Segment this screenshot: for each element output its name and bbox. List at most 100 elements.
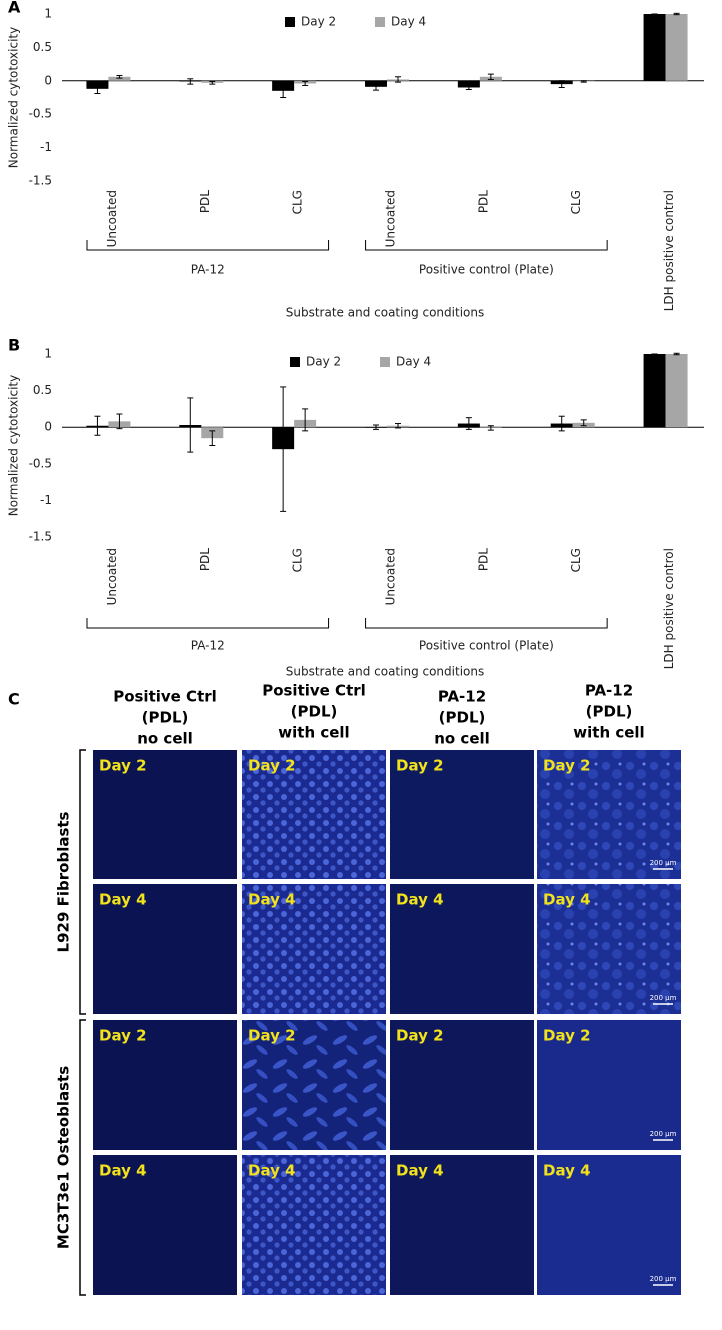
- x-tick-label: PDL: [198, 548, 212, 571]
- day-label: Day 4: [543, 1162, 591, 1180]
- group-label: PA-12: [191, 639, 225, 653]
- bar: [665, 14, 688, 81]
- micrograph: [93, 1155, 237, 1295]
- bar: [643, 354, 666, 428]
- group-label: Positive control (Plate): [419, 639, 554, 653]
- x-tick-label: Uncoated: [384, 548, 398, 605]
- bar: [665, 354, 688, 428]
- panel-label: C: [8, 690, 20, 709]
- column-header: Positive Ctrl: [113, 688, 217, 706]
- x-tick-label: Uncoated: [105, 190, 119, 247]
- micrograph: [242, 1020, 386, 1150]
- x-tick-label: CLG: [569, 190, 583, 214]
- bar: [108, 76, 131, 81]
- micrograph: [537, 1020, 681, 1150]
- scale-bar-label: 200 µm: [650, 1130, 677, 1138]
- y-tick-label: 1: [44, 347, 52, 361]
- row-bracket: [79, 749, 86, 1015]
- x-tick-label: PDL: [476, 548, 490, 571]
- x-tick-label: CLG: [291, 190, 305, 214]
- micrograph: [93, 750, 237, 879]
- micrograph: [242, 1155, 386, 1295]
- scale-bar-label: 200 µm: [650, 1275, 677, 1283]
- micrograph: [390, 750, 534, 879]
- panel-label: B: [8, 336, 20, 355]
- group-bracket: [365, 240, 608, 251]
- micrograph: [537, 884, 681, 1014]
- legend-swatch: [285, 17, 295, 27]
- y-tick-label: -1.5: [29, 174, 52, 188]
- y-axis-label: Normalized cytotoxicity: [7, 27, 21, 168]
- bar: [457, 80, 480, 88]
- legend-label: Day 2: [306, 355, 341, 369]
- column-header: PA-12: [585, 682, 633, 700]
- panel-label: A: [8, 0, 21, 17]
- day-label: Day 4: [396, 891, 444, 909]
- column-header: with cell: [278, 724, 349, 742]
- day-label: Day 2: [99, 757, 147, 775]
- legend-label: Day 4: [396, 355, 431, 369]
- x-tick-label: PDL: [198, 190, 212, 213]
- row-group-label: MC3T3e1 Osteoblasts: [55, 1066, 73, 1249]
- y-tick-label: -0.5: [29, 456, 52, 470]
- day-label: Day 4: [543, 891, 591, 909]
- micrograph: [93, 884, 237, 1014]
- x-axis-label: Substrate and coating conditions: [286, 665, 484, 679]
- legend-swatch: [380, 357, 390, 367]
- day-label: Day 4: [248, 891, 296, 909]
- micrograph: [242, 750, 386, 879]
- day-label: Day 2: [396, 757, 444, 775]
- y-tick-label: 1: [44, 7, 52, 21]
- group-bracket: [86, 240, 330, 251]
- micrograph: [390, 884, 534, 1014]
- x-tick-label: PDL: [476, 190, 490, 213]
- column-header: (PDL): [142, 709, 189, 727]
- column-header: (PDL): [291, 703, 338, 721]
- column-header: no cell: [137, 730, 193, 748]
- day-label: Day 4: [396, 1162, 444, 1180]
- legend-swatch: [375, 17, 385, 27]
- column-header: (PDL): [586, 703, 633, 721]
- legend-label: Day 4: [391, 15, 426, 29]
- day-label: Day 2: [543, 1027, 591, 1045]
- column-header: PA-12: [438, 688, 486, 706]
- row-group-label: L929 Fibroblasts: [55, 811, 73, 952]
- day-label: Day 4: [99, 1162, 147, 1180]
- group-label: PA-12: [191, 263, 225, 277]
- y-tick-label: 0: [44, 420, 52, 434]
- legend-swatch: [290, 357, 300, 367]
- micrograph: [537, 750, 681, 879]
- y-tick-label: -1: [40, 140, 52, 154]
- day-label: Day 2: [543, 757, 591, 775]
- x-tick-label: CLG: [569, 548, 583, 572]
- day-label: Day 4: [99, 891, 147, 909]
- group-bracket: [86, 618, 330, 629]
- y-tick-label: -1.5: [29, 530, 52, 544]
- micrograph: [242, 884, 386, 1014]
- scale-bar-label: 200 µm: [650, 859, 677, 867]
- x-axis-label: Substrate and coating conditions: [286, 306, 484, 320]
- micrograph: [390, 1020, 534, 1150]
- x-tick-label: LDH positive control: [662, 548, 676, 669]
- day-label: Day 2: [396, 1027, 444, 1045]
- group-bracket: [365, 618, 608, 629]
- y-tick-label: 0.5: [33, 40, 52, 54]
- column-header: (PDL): [439, 709, 486, 727]
- x-tick-label: Uncoated: [384, 190, 398, 247]
- x-tick-label: LDH positive control: [662, 190, 676, 311]
- x-tick-label: Uncoated: [105, 548, 119, 605]
- micrograph: [390, 1155, 534, 1295]
- x-tick-label: CLG: [291, 548, 305, 572]
- day-label: Day 2: [99, 1027, 147, 1045]
- y-tick-label: 0: [44, 73, 52, 87]
- scale-bar-label: 200 µm: [650, 994, 677, 1002]
- micrograph: [93, 1020, 237, 1150]
- micrograph: [537, 1155, 681, 1295]
- day-label: Day 4: [248, 1162, 296, 1180]
- column-header: with cell: [573, 724, 644, 742]
- row-bracket: [79, 1019, 86, 1296]
- y-tick-label: 0.5: [33, 383, 52, 397]
- column-header: no cell: [434, 730, 490, 748]
- y-tick-label: -0.5: [29, 107, 52, 121]
